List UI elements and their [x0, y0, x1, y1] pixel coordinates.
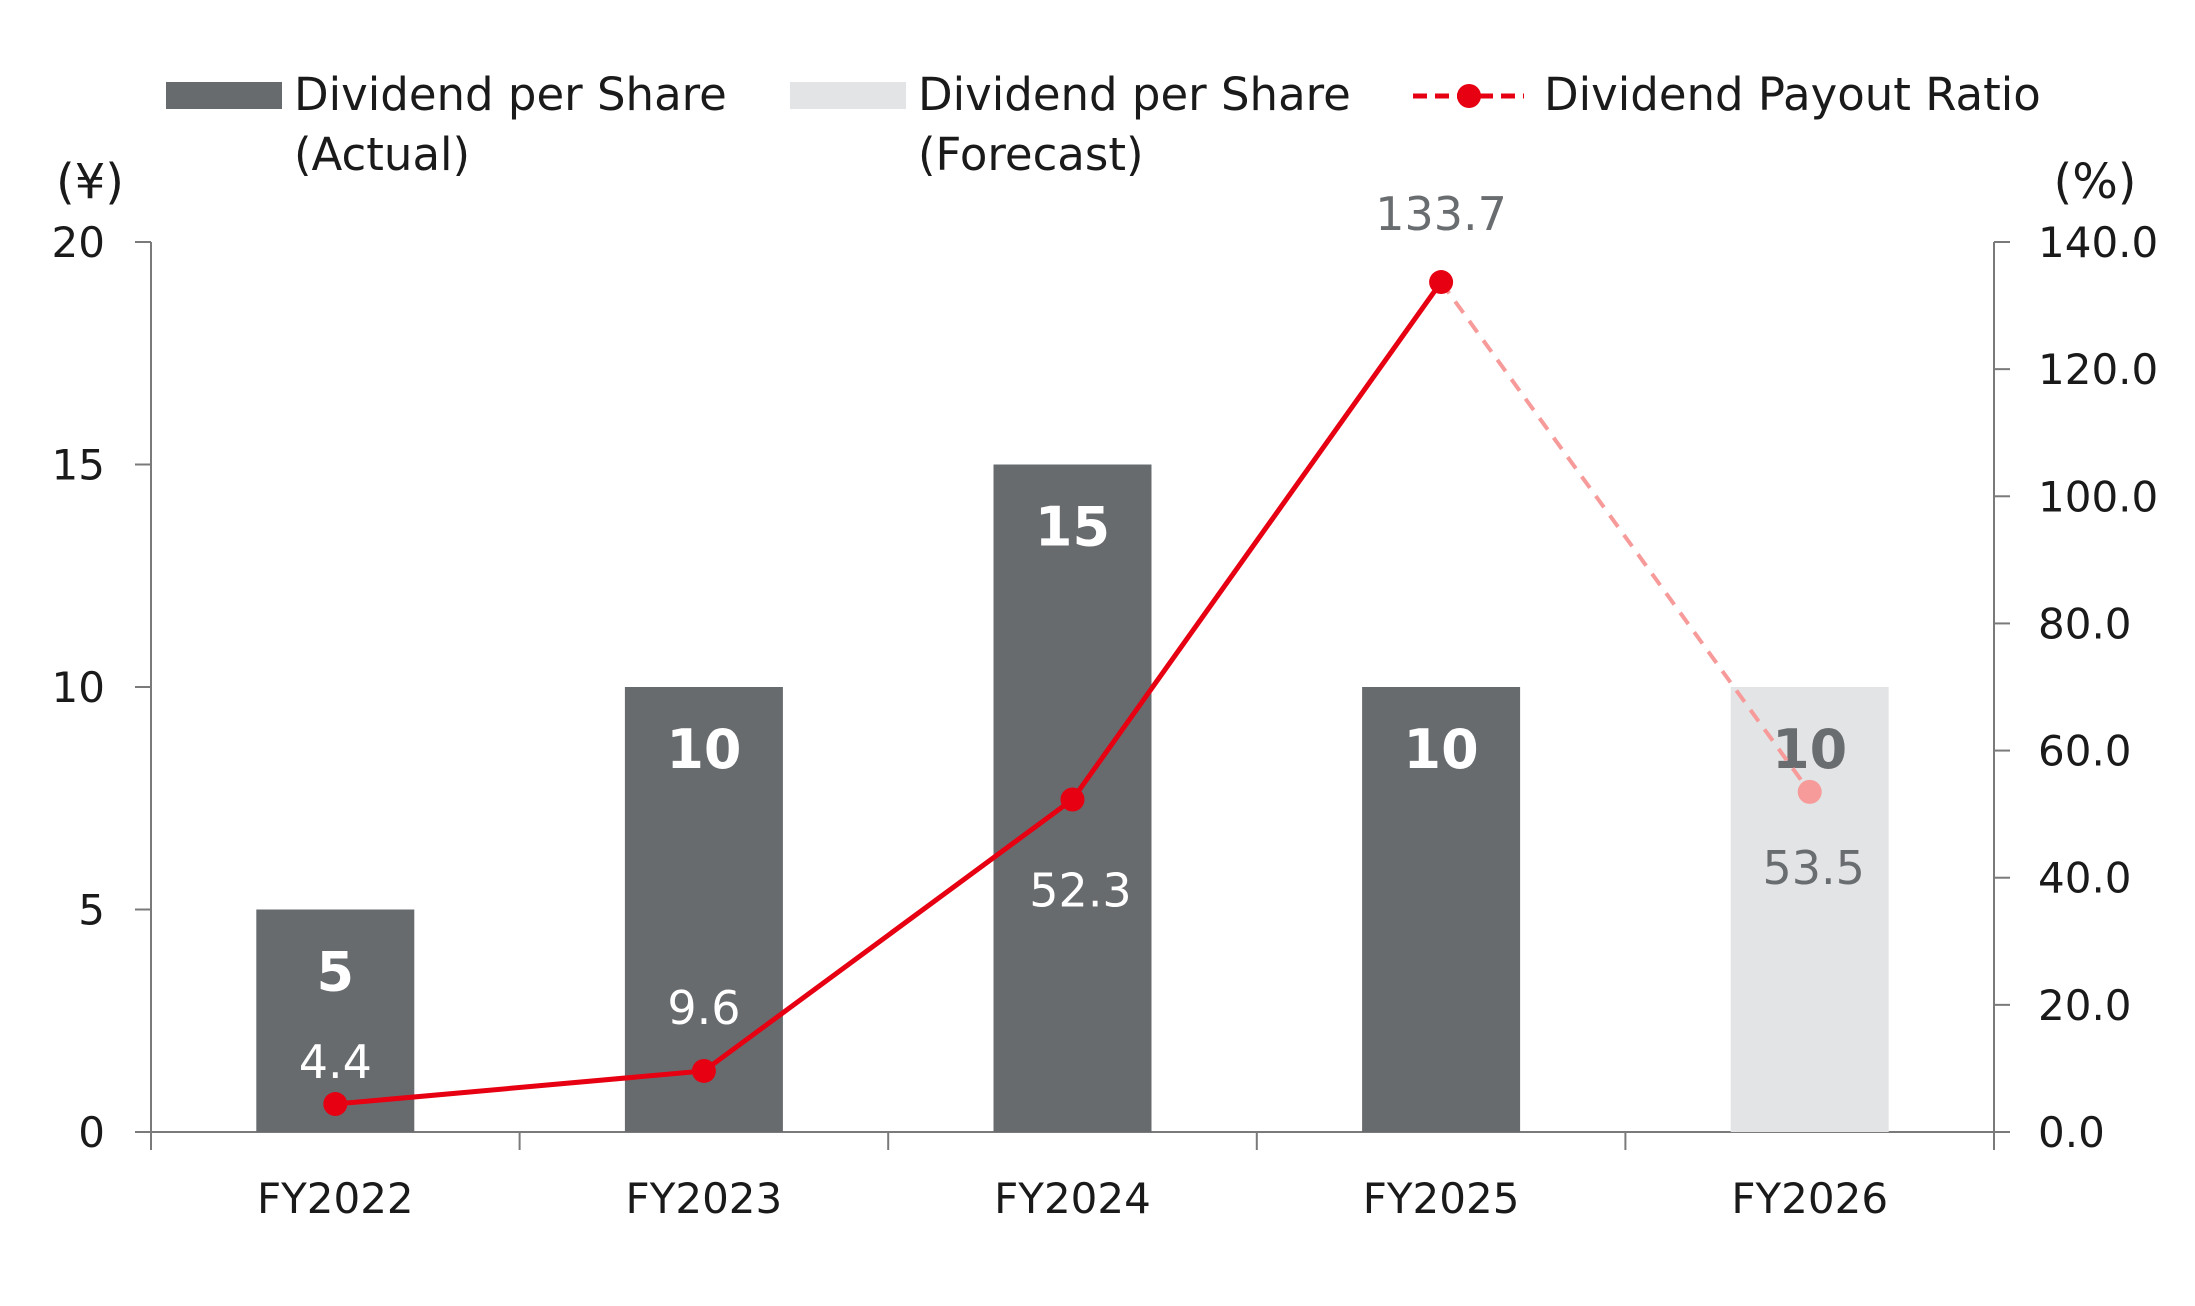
- x-tick-label: FY2024: [994, 1174, 1151, 1223]
- legend-marker-payout: [1457, 84, 1481, 108]
- right-y-tick-label: 80.0: [2038, 599, 2132, 648]
- bar-value-label: 5: [317, 941, 355, 1004]
- bar-value-label: 10: [666, 718, 741, 781]
- left-axis-unit-label: (¥): [56, 154, 124, 210]
- left-y-tick-label: 0: [78, 1108, 105, 1157]
- legend-swatch-forecast: [790, 82, 906, 109]
- legend-label-actual: Dividend per Share: [294, 68, 727, 121]
- payout-ratio-point: [691, 1058, 716, 1083]
- payout-ratio-point: [1060, 787, 1085, 812]
- payout-ratio-forecast-point: [1797, 779, 1822, 804]
- payout-ratio-forecast-line: [1439, 280, 1812, 794]
- bar-value-label: 15: [1035, 496, 1110, 559]
- right-axis-unit-label: (%): [2053, 154, 2136, 210]
- payout-ratio-label: 52.3: [1029, 864, 1131, 918]
- left-y-tick-label: 5: [78, 886, 105, 935]
- right-y-tick-label: 100.0: [2038, 472, 2158, 521]
- x-tick-label: FY2023: [626, 1174, 783, 1223]
- payout-ratio-label: 53.5: [1762, 841, 1864, 895]
- actual-bar: [1362, 687, 1521, 1132]
- payout-ratio-point: [323, 1092, 348, 1117]
- right-y-tick-label: 20.0: [2038, 981, 2132, 1030]
- payout-ratio-label: 133.7: [1375, 187, 1507, 241]
- legend-label-actual: (Actual): [294, 128, 470, 181]
- legend-label-payout: Dividend Payout Ratio: [1544, 68, 2041, 121]
- legend-label-forecast: (Forecast): [918, 128, 1144, 181]
- actual-bar: [624, 687, 783, 1132]
- payout-ratio-line: [335, 280, 1444, 1107]
- legend-swatch-actual: [166, 82, 282, 109]
- forecast-bar: [1730, 687, 1889, 1132]
- bar-value-label: 10: [1404, 718, 1479, 781]
- payout-ratio-label: 4.4: [299, 1035, 372, 1089]
- right-y-tick-label: 140.0: [2038, 218, 2158, 267]
- payout-ratio-label: 9.6: [667, 981, 740, 1035]
- legend-label-forecast: Dividend per Share: [918, 68, 1351, 121]
- x-tick-label: FY2022: [257, 1174, 414, 1223]
- x-tick-label: FY2025: [1363, 1174, 1520, 1223]
- right-y-tick-label: 0.0: [2038, 1108, 2105, 1157]
- left-y-tick-label: 15: [52, 441, 105, 490]
- x-tick-label: FY2026: [1731, 1174, 1888, 1223]
- left-y-tick-label: 20: [52, 218, 105, 267]
- right-y-tick-label: 60.0: [2038, 727, 2132, 776]
- payout-ratio-point: [1429, 270, 1454, 295]
- bar-value-label: 10: [1772, 718, 1847, 781]
- right-y-tick-label: 120.0: [2038, 345, 2158, 394]
- left-y-tick-label: 10: [52, 663, 105, 712]
- right-y-tick-label: 40.0: [2038, 854, 2132, 903]
